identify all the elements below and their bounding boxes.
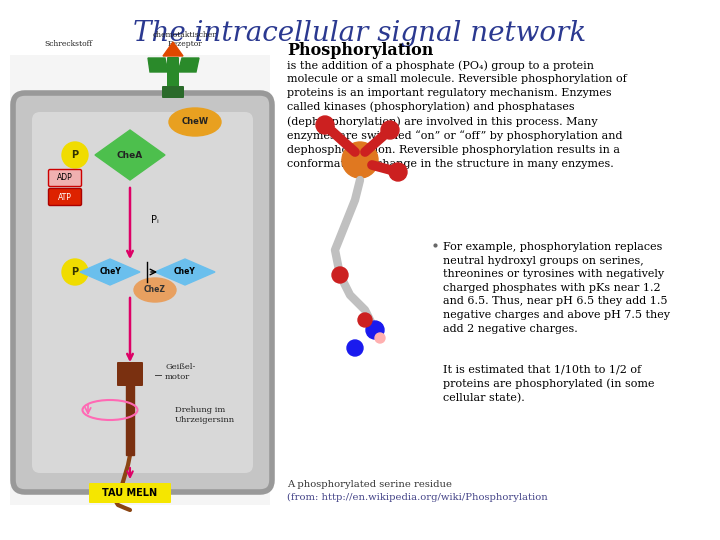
Circle shape	[375, 333, 385, 343]
Ellipse shape	[169, 108, 221, 136]
Text: For example, phosphorylation replaces
neutral hydroxyl groups on serines,
threon: For example, phosphorylation replaces ne…	[443, 242, 670, 334]
Polygon shape	[148, 58, 168, 72]
Polygon shape	[155, 259, 215, 285]
Circle shape	[316, 116, 334, 134]
FancyBboxPatch shape	[117, 362, 143, 386]
Text: Geißel-
motor: Geißel- motor	[165, 363, 195, 381]
Circle shape	[347, 340, 363, 356]
FancyBboxPatch shape	[48, 188, 81, 206]
Circle shape	[62, 142, 88, 168]
FancyBboxPatch shape	[32, 112, 253, 473]
Text: ADP: ADP	[57, 173, 73, 183]
Text: P: P	[71, 150, 78, 160]
Text: Schreckstoff: Schreckstoff	[44, 40, 92, 48]
Text: CheZ: CheZ	[144, 286, 166, 294]
Circle shape	[332, 267, 348, 283]
Bar	[126, 383, 134, 455]
Text: chemotaktischer
Rezeptor: chemotaktischer Rezeptor	[153, 31, 217, 48]
Polygon shape	[163, 42, 183, 56]
Circle shape	[358, 313, 372, 327]
Text: The intracellular signal network: The intracellular signal network	[133, 20, 587, 47]
Circle shape	[389, 163, 407, 181]
FancyBboxPatch shape	[13, 93, 272, 492]
Text: CheY: CheY	[174, 267, 196, 276]
Ellipse shape	[134, 278, 176, 302]
Text: A phosphorylated serine residue: A phosphorylated serine residue	[287, 480, 452, 489]
Text: is the addition of a phosphate (PO₄) group to a protein
molecule or a small mole: is the addition of a phosphate (PO₄) gro…	[287, 60, 626, 168]
FancyBboxPatch shape	[48, 170, 81, 186]
Text: It is estimated that 1/10th to 1/2 of
proteins are phosphorylated (in some
cellu: It is estimated that 1/10th to 1/2 of pr…	[443, 365, 654, 403]
Text: Phosphorylation: Phosphorylation	[287, 42, 433, 59]
FancyBboxPatch shape	[10, 55, 270, 505]
Text: P: P	[71, 267, 78, 277]
Polygon shape	[95, 130, 165, 180]
Circle shape	[366, 321, 384, 339]
Text: (from: http://en.wikipedia.org/wiki/Phosphorylation: (from: http://en.wikipedia.org/wiki/Phos…	[287, 493, 548, 502]
Text: ATP: ATP	[58, 192, 72, 201]
Polygon shape	[178, 58, 199, 72]
Text: TAU MELN: TAU MELN	[102, 488, 158, 498]
Polygon shape	[80, 259, 140, 285]
Circle shape	[62, 259, 88, 285]
Circle shape	[342, 142, 378, 178]
FancyBboxPatch shape	[89, 483, 171, 503]
FancyBboxPatch shape	[162, 86, 184, 98]
Text: Pᵢ: Pᵢ	[151, 215, 159, 225]
Circle shape	[381, 121, 399, 139]
Text: CheY: CheY	[99, 267, 121, 276]
Text: Drehung im
Uhrzeigersinn: Drehung im Uhrzeigersinn	[175, 407, 235, 423]
Text: CheW: CheW	[181, 118, 209, 126]
FancyBboxPatch shape	[167, 57, 179, 91]
Text: CheA: CheA	[117, 151, 143, 159]
